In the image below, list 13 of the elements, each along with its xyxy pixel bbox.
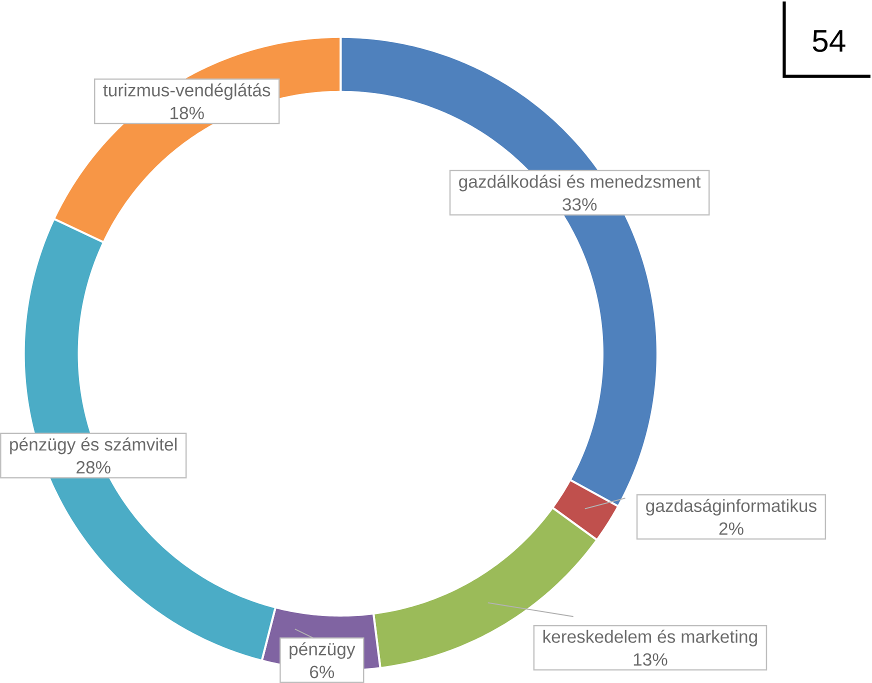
slice-label: kereskedelem és marketing [543,630,757,646]
slice-label: pénzügy és számvitel [10,438,177,454]
data-label: 6% [310,666,334,678]
slice-label: turizmus-vendéglátás [103,83,270,100]
data-label: 33% [562,198,597,211]
data-label: 28% [76,461,110,474]
slice-label: pénzügy [290,642,356,659]
slice-label: gazdálkodási és menedzsment [459,174,701,192]
data-label: 13% [634,653,668,666]
slice-label: gazdaságinformatikus [646,498,816,516]
data-label: 2% [719,522,744,535]
data-label: 18% [170,106,204,120]
text: 54 [812,30,846,52]
